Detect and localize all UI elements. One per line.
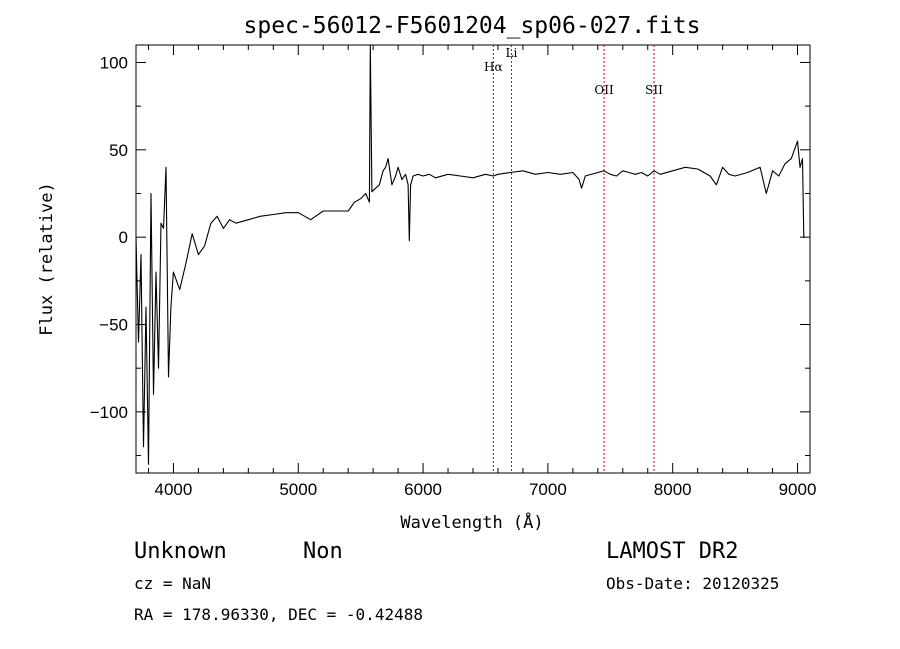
y-tick-label: −50 <box>99 316 128 335</box>
spectral-line-label: SII <box>645 83 663 97</box>
y-tick-label: 50 <box>109 141 128 160</box>
x-tick-label: 9000 <box>779 480 817 499</box>
spectrum-series-line <box>135 44 805 465</box>
x-axis-label: Wavelength (Å) <box>400 511 543 533</box>
y-tick-label: 0 <box>119 228 128 247</box>
y-tick-label: 100 <box>100 53 128 72</box>
y-tick-label: −100 <box>90 403 128 422</box>
spectral-line-label: Li <box>506 46 518 60</box>
object-class: Unknown <box>134 539 227 564</box>
x-tick-label: 7000 <box>529 480 567 499</box>
x-tick-label: 6000 <box>404 480 442 499</box>
y-axis-label: Flux (relative) <box>37 182 57 336</box>
x-tick-label: 5000 <box>279 480 317 499</box>
obs-date: Obs-Date: 20120325 <box>606 574 779 593</box>
cz-value: cz = NaN <box>134 574 211 593</box>
plot-frame <box>135 44 811 474</box>
coordinates: RA = 178.96330, DEC = -0.42488 <box>134 605 423 624</box>
spectral-line-label: OII <box>594 83 614 97</box>
object-subclass: Non <box>303 539 343 564</box>
x-tick-label: 8000 <box>654 480 692 499</box>
chart-title: spec-56012-F5601204_sp06-027.fits <box>244 13 701 39</box>
spectral-line-label: Hα <box>484 60 503 74</box>
plot-area: 4000 5000 6000 7000 8000 9000 100 50 0 −50 −100 HαL… <box>90 44 817 499</box>
survey-name: LAMOST DR2 <box>606 539 738 564</box>
x-tick-label: 4000 <box>155 480 193 499</box>
